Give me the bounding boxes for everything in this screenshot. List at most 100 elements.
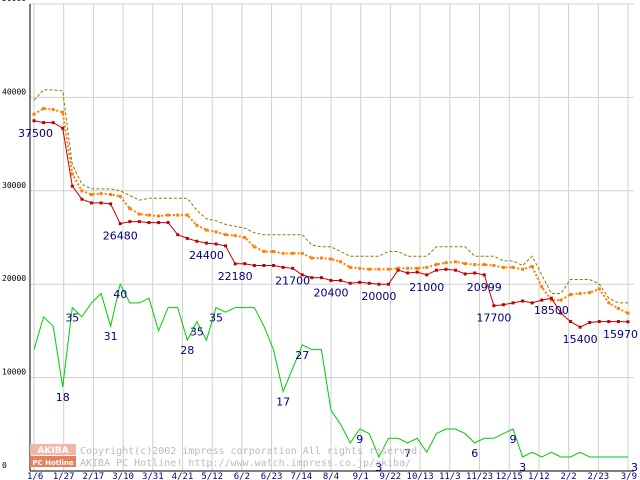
data-point <box>607 320 611 324</box>
data-point <box>243 262 247 266</box>
data-point <box>233 234 237 238</box>
data-point <box>80 189 84 193</box>
data-point <box>166 213 170 217</box>
data-point <box>492 304 496 308</box>
y-tick-label: 0 <box>2 461 7 470</box>
data-label: 17 <box>276 396 290 409</box>
data-point <box>482 263 486 267</box>
data-point <box>319 276 323 280</box>
copyright-text: Copyright(c)2002 impress corporation All… <box>80 446 423 457</box>
watermark: AKIBA PC Hotline Copyright(c)2002 impres… <box>30 444 423 469</box>
x-tick-label: 7/14 <box>290 472 312 480</box>
data-point <box>262 264 266 268</box>
y-tick-labels: 0 10000 20000 30000 40000 50000 <box>2 0 26 470</box>
data-point <box>272 250 276 254</box>
data-point <box>358 280 362 284</box>
data-point <box>89 193 93 197</box>
data-point <box>616 306 620 310</box>
data-point <box>214 230 218 234</box>
data-label: 3 <box>519 461 526 474</box>
data-point <box>329 278 333 282</box>
data-label: 35 <box>65 312 79 325</box>
data-point <box>444 261 448 265</box>
data-point <box>204 228 208 232</box>
data-point <box>166 221 170 225</box>
data-point <box>463 262 467 266</box>
data-point <box>319 256 323 260</box>
data-point <box>549 296 553 300</box>
data-point <box>386 267 390 271</box>
data-point <box>109 202 113 206</box>
data-point <box>32 112 36 116</box>
data-point <box>51 108 55 112</box>
data-point <box>501 303 505 307</box>
data-point <box>281 251 285 255</box>
data-point <box>386 282 390 286</box>
data-point <box>32 119 36 123</box>
x-tick-label: 5/12 <box>201 472 223 480</box>
x-tick-label: 9/22 <box>380 472 402 480</box>
data-label: 7 <box>404 447 411 460</box>
data-point <box>291 266 295 270</box>
data-point <box>339 278 343 282</box>
data-point <box>549 298 553 302</box>
y-tick-label: 50000 <box>2 0 26 3</box>
data-point <box>588 291 592 295</box>
data-label: 28 <box>180 344 194 357</box>
data-label: 31 <box>104 330 118 343</box>
x-tick-label: 8/4 <box>323 472 339 480</box>
data-label: 9 <box>510 433 517 446</box>
data-label: 26480 <box>103 230 138 243</box>
data-label: 27 <box>295 349 309 362</box>
data-point <box>128 220 132 224</box>
data-point <box>511 301 515 305</box>
data-label: 35 <box>209 312 223 325</box>
data-point <box>406 271 410 275</box>
data-point <box>616 320 620 324</box>
data-label: 9 <box>356 433 363 446</box>
data-labels: 37500 26480 24400 22180 21700 20400 20000 21000… <box>18 127 638 474</box>
x-tick-label: 3/10 <box>112 472 134 480</box>
logo-bottom-block <box>30 456 76 467</box>
x-tick-label: 2/2 <box>560 472 576 480</box>
series-layer <box>32 89 630 459</box>
data-point <box>501 265 505 269</box>
data-label: 6 <box>471 447 478 460</box>
data-point <box>626 320 630 324</box>
data-label: 20400 <box>314 286 349 299</box>
x-tick-label: 11/3 <box>439 472 461 480</box>
data-point <box>521 299 525 303</box>
data-point <box>118 222 122 226</box>
data-point <box>89 201 93 205</box>
series-line-average-dotted <box>33 107 629 315</box>
data-label: 35 <box>190 326 204 339</box>
data-label: 40 <box>113 288 127 301</box>
data-point <box>195 239 199 243</box>
data-label: 18500 <box>534 304 569 317</box>
x-tick-labels: 1/6 1/27 2/17 3/10 3/31 4/21 5/12 6/2 6/23 7/14 8/… <box>27 472 637 480</box>
data-point <box>521 267 525 271</box>
data-point <box>147 213 151 217</box>
data-point <box>377 267 381 271</box>
data-point <box>147 221 151 225</box>
data-label: 21000 <box>409 281 444 294</box>
x-tick-label: 12/15 <box>496 472 523 480</box>
data-point <box>157 221 161 225</box>
data-point <box>415 270 419 274</box>
data-label: 22180 <box>218 270 253 283</box>
data-point <box>406 266 410 270</box>
data-point <box>540 285 544 289</box>
data-point <box>99 201 103 205</box>
vertical-gridlines <box>33 4 629 471</box>
data-point <box>473 271 477 275</box>
data-point <box>597 320 601 324</box>
data-point <box>597 287 601 291</box>
x-tick-label: 9/1 <box>353 472 369 480</box>
data-point <box>99 192 103 196</box>
data-point <box>291 251 295 255</box>
x-tick-label: 2/17 <box>83 472 105 480</box>
x-tick-label: 1/12 <box>528 472 550 480</box>
akiba-logo: AKIBA PC Hotline <box>30 444 76 467</box>
